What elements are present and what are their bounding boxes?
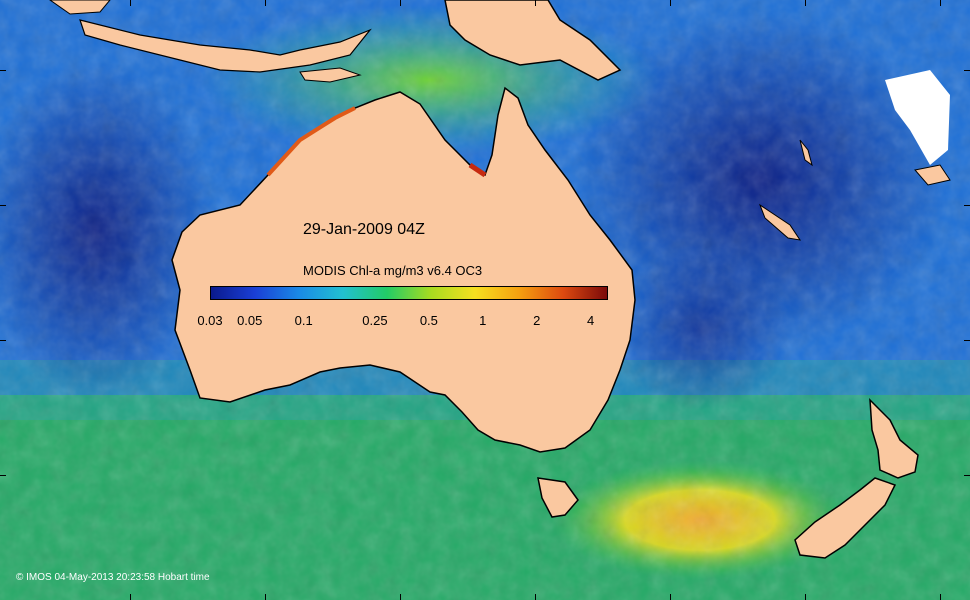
frame-tick (0, 205, 6, 206)
frame-tick (130, 0, 131, 6)
colorbar-tick-label: 0.05 (237, 313, 263, 328)
sulawesi (49, 0, 111, 15)
indonesia-islands (79, 19, 372, 73)
frame-tick (964, 475, 970, 476)
frame-tick (0, 70, 6, 71)
frame-tick (535, 594, 536, 600)
frame-tick (535, 0, 536, 6)
colorbar-tick-label: 0.1 (294, 313, 313, 328)
frame-tick (964, 70, 970, 71)
frame-tick (964, 205, 970, 206)
frame-tick (400, 0, 401, 6)
colorbar-tick-label: 1 (479, 313, 487, 328)
colorbar-tick-label: 4 (587, 313, 595, 328)
frame-tick (964, 340, 970, 341)
frame-tick (265, 594, 266, 600)
new-guinea (444, 0, 622, 81)
colorbar-tick-label: 0.03 (197, 313, 223, 328)
colorbar-tick-label: 2 (533, 313, 541, 328)
frame-tick (940, 0, 941, 6)
frame-tick (805, 0, 806, 6)
new-caledonia (758, 203, 802, 241)
colorbar-tick-label: 0.25 (362, 313, 388, 328)
timor (299, 67, 362, 83)
frame-tick (130, 594, 131, 600)
frame-tick (670, 0, 671, 6)
gulf-bloom (468, 162, 487, 178)
frame-tick (400, 594, 401, 600)
frame-tick (670, 594, 671, 600)
new-zealand-south (794, 477, 897, 559)
coastal-bloom (266, 106, 356, 177)
date-label: 29-Jan-2009 04Z (303, 221, 425, 238)
tasmania (537, 477, 579, 518)
frame-tick (940, 594, 941, 600)
frame-tick (0, 340, 6, 341)
colorbar (210, 286, 608, 300)
new-zealand-north (869, 398, 919, 479)
fiji (914, 164, 951, 186)
colorbar-tick-label: 0.5 (419, 313, 438, 328)
vanuatu (799, 139, 813, 167)
australia-landmass (171, 86, 636, 453)
cloud-mask (885, 70, 950, 165)
credit-text: © IMOS 04-May-2013 20:23:58 Hobart time (16, 572, 210, 583)
colorbar-title: MODIS Chl-a mg/m3 v6.4 OC3 (303, 263, 483, 278)
frame-tick (0, 475, 6, 476)
frame-tick (805, 594, 806, 600)
frame-tick (265, 0, 266, 6)
